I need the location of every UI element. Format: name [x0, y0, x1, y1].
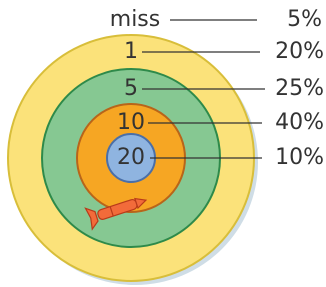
ring-label: 5 [124, 76, 138, 101]
ring-probability: 40% [275, 110, 324, 135]
ring-label: 20 [117, 145, 145, 170]
ring-label: 1 [124, 39, 138, 64]
ring-probability: 10% [275, 145, 324, 170]
ring-label: miss [110, 7, 160, 32]
ring-probability: 20% [275, 39, 324, 64]
ring-label: 10 [117, 110, 145, 135]
dartboard-diagram: miss 5% 1 20% 5 25% 10 40% 20 10% [0, 0, 326, 287]
ring-probability: 25% [275, 76, 324, 101]
ring-probability: 5% [287, 7, 322, 32]
